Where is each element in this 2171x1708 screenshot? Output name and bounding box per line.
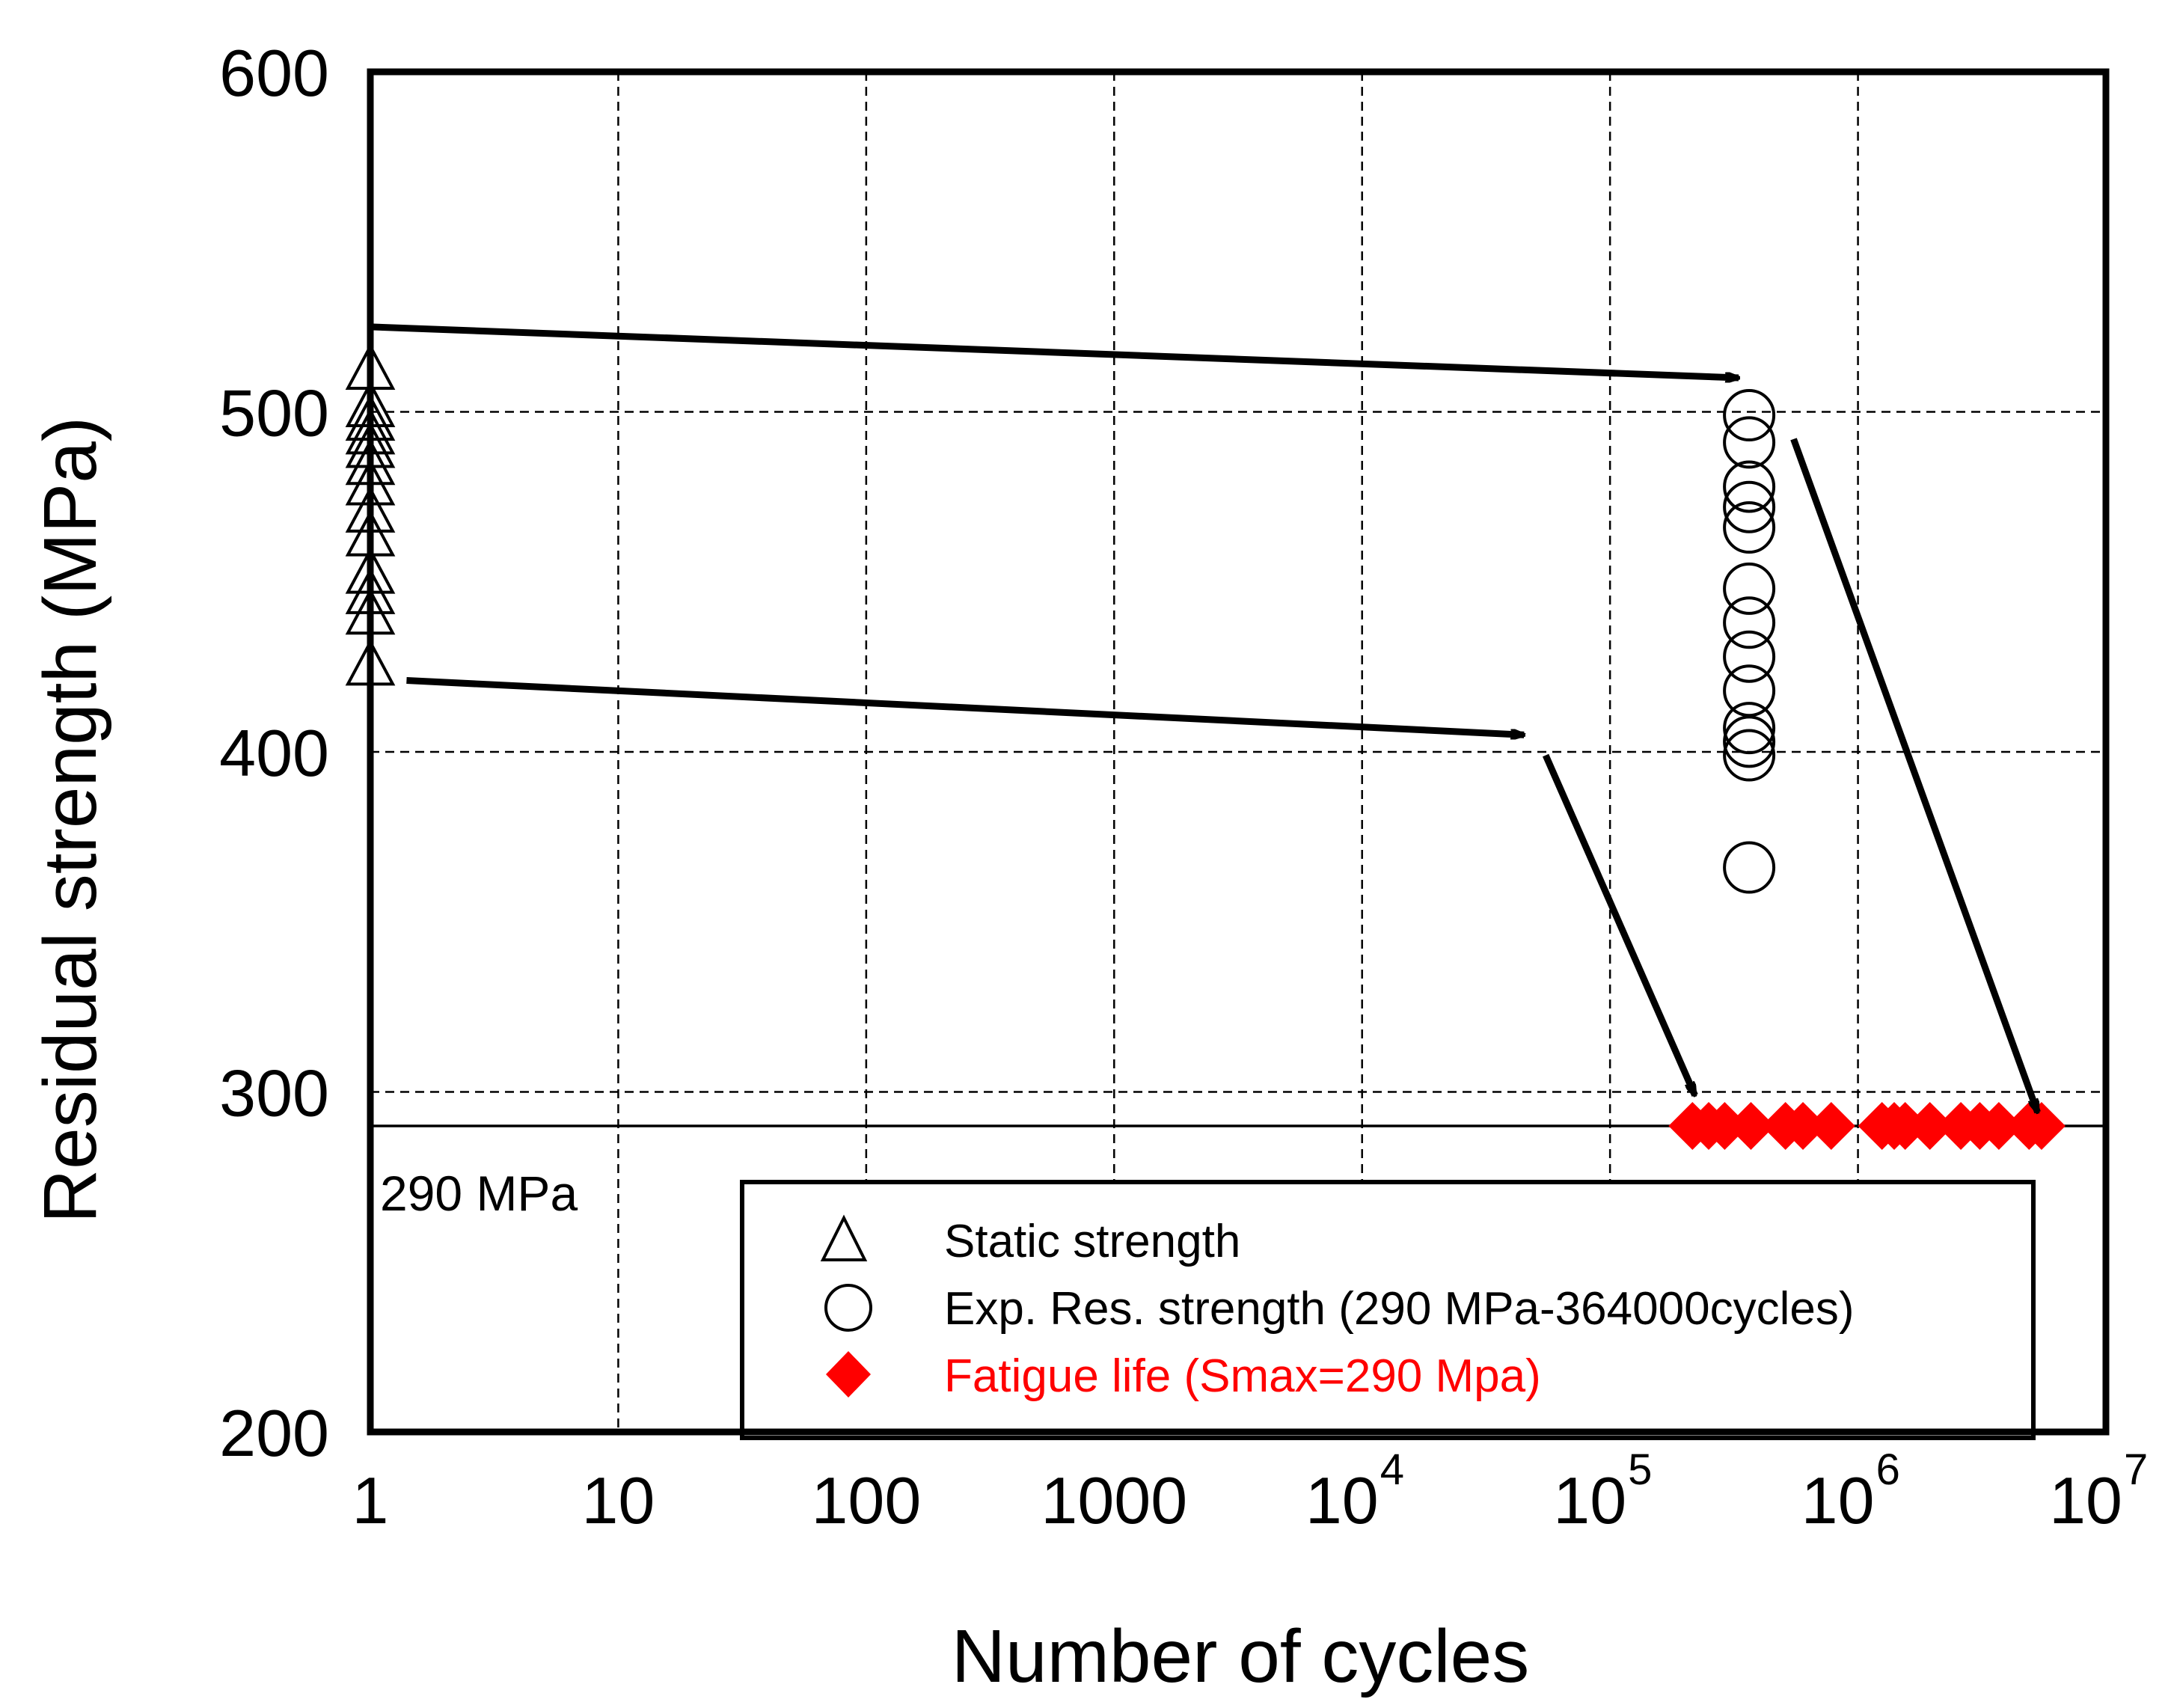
exp-res-strength-point xyxy=(1723,460,1776,513)
legend-diamond-icon xyxy=(826,1351,871,1398)
fatigue-life-point xyxy=(1727,1101,1775,1150)
legend-triangle-icon xyxy=(820,1214,868,1261)
x-tick-label: 10 xyxy=(1801,1463,1875,1537)
x-tick-label: 10 xyxy=(1553,1463,1626,1537)
x-tick-label: 1000 xyxy=(1041,1463,1187,1537)
x-tick-exponent: 4 xyxy=(1380,1445,1404,1494)
annotation-arrow xyxy=(406,677,1524,735)
exp-res-strength-point xyxy=(1723,715,1776,768)
annotation-arrow xyxy=(1542,753,1698,1096)
x-tick-label: 1 xyxy=(352,1463,389,1537)
exp-res-strength-point xyxy=(1723,596,1776,649)
x-axis-title: Number of cycles xyxy=(952,1614,1529,1698)
legend-label-static: Static strength xyxy=(944,1216,1240,1267)
y-tick-label: 200 xyxy=(219,1396,329,1470)
plot-frame xyxy=(367,68,2110,1436)
x-tick-exponent: 6 xyxy=(1876,1445,1900,1494)
exp-res-strength-point xyxy=(1723,841,1776,894)
exp-res-strength-point xyxy=(1723,562,1776,615)
exp-res-strength-point xyxy=(1723,501,1776,554)
legend: Static strength Exp. Res. strength (290 … xyxy=(740,1180,2036,1440)
ref-line-label: 290 MPa xyxy=(380,1166,578,1221)
legend-label-fatigue: Fatigue life (Smax=290 Mpa) xyxy=(944,1350,1541,1402)
fatigue-life-point xyxy=(1905,1101,1954,1150)
y-axis-title: Residual strength (MPa) xyxy=(28,417,112,1223)
x-tick-label: 100 xyxy=(811,1463,921,1537)
fatigue-life-point xyxy=(1700,1101,1749,1150)
fatigue-life-point xyxy=(1779,1101,1828,1150)
fatigue-life-point xyxy=(1881,1101,1929,1150)
x-tick-exponent: 7 xyxy=(2124,1445,2148,1494)
x-tick-label: 10 xyxy=(1305,1463,1379,1537)
exp-res-strength-point xyxy=(1723,630,1776,683)
fatigue-life-point xyxy=(1974,1101,2023,1150)
exp-res-strength-point xyxy=(1723,664,1776,717)
grid xyxy=(370,72,2106,1432)
exp-res-strength-point xyxy=(1723,702,1776,755)
y-tick-label: 400 xyxy=(219,716,329,790)
legend-box xyxy=(740,1180,2036,1440)
fatigue-life-point xyxy=(1807,1101,1855,1150)
exp-res-strength-point xyxy=(1723,389,1776,442)
x-tick-label: 10 xyxy=(581,1463,655,1537)
y-tick-label: 600 xyxy=(219,36,329,110)
legend-circle-icon xyxy=(824,1284,872,1332)
x-tick-label: 10 xyxy=(2049,1463,2122,1537)
annotation-arrow xyxy=(1790,438,2041,1112)
annotation-arrows xyxy=(370,323,2041,1112)
annotation-arrow xyxy=(370,323,1739,378)
exp-res-strength-point xyxy=(1723,480,1776,533)
data-series xyxy=(345,343,2066,1150)
legend-label-exp-res: Exp. Res. strength (290 MPa-364000cycles… xyxy=(944,1283,1854,1335)
y-tick-label: 300 xyxy=(219,1056,329,1130)
exp-res-strength-point xyxy=(1723,416,1776,469)
exp-res-strength-point xyxy=(1723,729,1776,782)
x-tick-exponent: 5 xyxy=(1628,1445,1652,1494)
y-tick-label: 500 xyxy=(219,376,329,450)
